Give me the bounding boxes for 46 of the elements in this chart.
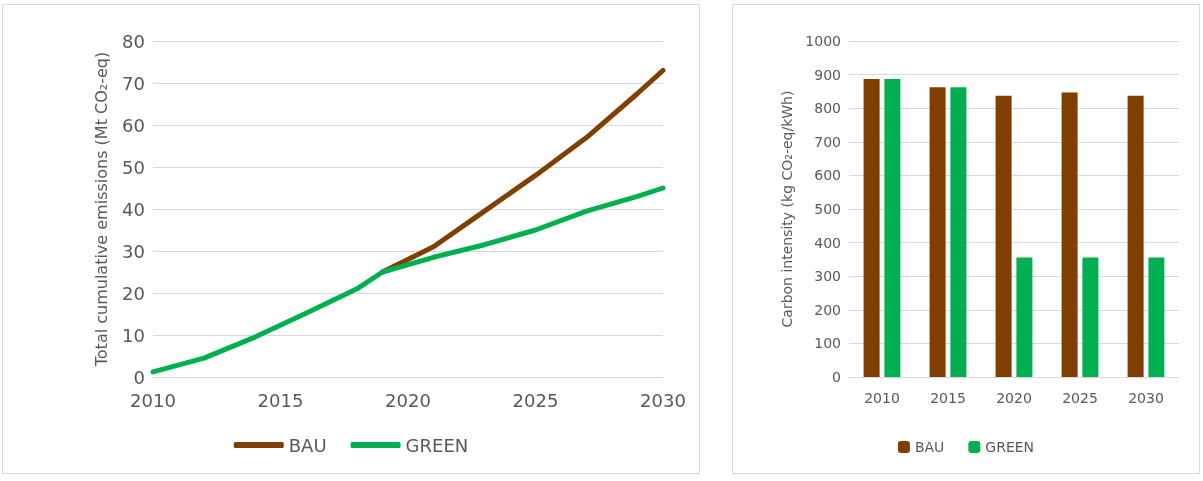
bar (950, 87, 967, 377)
x-tick-label: 2025 (1062, 390, 1098, 406)
legend-label: GREEN (985, 439, 1035, 455)
legend-label: BAU (914, 439, 945, 455)
bar (1016, 257, 1033, 377)
x-tick-label: 2010 (864, 390, 900, 406)
y-tick-label: 700 (814, 133, 841, 150)
y-tick-label: 1000 (805, 33, 841, 49)
bar (995, 95, 1012, 377)
bar (929, 87, 946, 377)
y-tick-label: 100 (814, 335, 841, 352)
y-axis-title: Total cumulative emissions (Mt CO₂-eq) (91, 51, 111, 368)
y-tick-label: 80 (122, 30, 145, 52)
x-tick-label: 2030 (1128, 390, 1164, 406)
y-tick-label: 200 (814, 301, 841, 318)
y-tick-label: 900 (814, 66, 841, 83)
bar (863, 78, 880, 377)
y-tick-label: 10 (122, 324, 145, 346)
x-tick-label: 2015 (930, 390, 966, 406)
y-tick-label: 50 (122, 156, 145, 178)
x-tick-label: 2020 (996, 390, 1032, 406)
bar (1061, 92, 1078, 377)
legend-label: GREEN (405, 434, 469, 456)
y-tick-label: 70 (122, 72, 145, 94)
y-tick-label: 30 (122, 240, 145, 262)
bar (1148, 257, 1165, 377)
y-tick-label: 800 (814, 100, 841, 117)
x-tick-label: 2025 (512, 389, 559, 411)
y-tick-label: 20 (122, 282, 145, 304)
bar (884, 78, 901, 377)
y-tick-label: 60 (122, 114, 145, 136)
y-tick-label: 40 (122, 198, 145, 220)
y-tick-label: 0 (832, 369, 841, 385)
y-tick-label: 0 (133, 366, 145, 388)
y-tick-label: 400 (814, 234, 841, 251)
bar (1127, 95, 1144, 377)
x-tick-label: 2030 (640, 389, 686, 411)
x-tick-label: 2010 (130, 389, 176, 411)
bar (1082, 257, 1099, 377)
y-axis-title: Carbon intensity (kg CO₂-eq/kWh) (779, 90, 796, 328)
y-tick-label: 300 (814, 268, 841, 285)
y-tick-label: 600 (814, 167, 841, 184)
x-tick-label: 2020 (385, 389, 431, 411)
y-tick-label: 500 (814, 201, 841, 217)
legend-label: BAU (288, 434, 327, 456)
x-tick-label: 2015 (257, 389, 304, 411)
